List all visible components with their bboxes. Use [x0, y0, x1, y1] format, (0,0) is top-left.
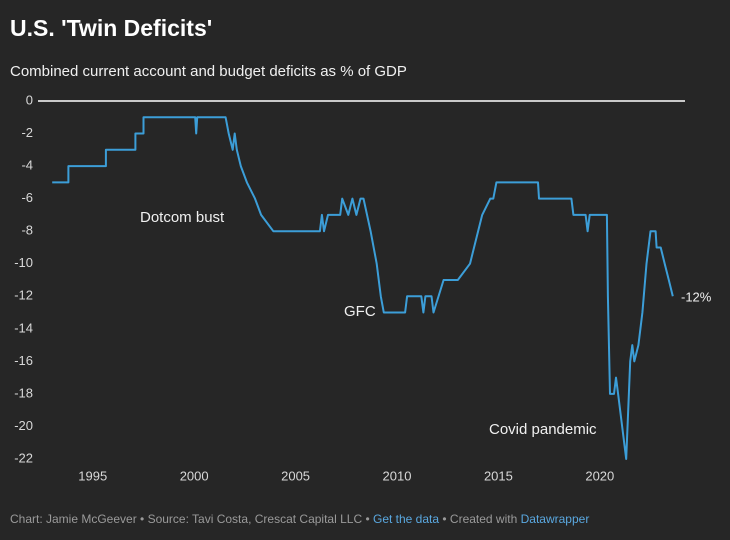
x-tick-label: 2000: [180, 468, 209, 483]
annotation: GFC: [344, 303, 376, 320]
end-label: -12%: [681, 289, 712, 304]
y-tick-label: -16: [14, 353, 33, 368]
x-tick-label: 2020: [585, 468, 614, 483]
chart-title: U.S. 'Twin Deficits': [10, 15, 212, 41]
y-tick-label: -6: [21, 190, 33, 205]
annotation: Dotcom bust: [140, 209, 225, 226]
y-tick-label: 0: [26, 92, 33, 107]
y-tick-label: -22: [14, 450, 33, 465]
y-tick-label: -12: [14, 288, 33, 303]
y-tick-label: -20: [14, 418, 33, 433]
y-tick-label: -8: [21, 223, 33, 238]
y-tick-label: -18: [14, 385, 33, 400]
x-tick-label: 2010: [383, 468, 412, 483]
data-line: [52, 116, 674, 460]
footer-link[interactable]: Datawrapper: [521, 512, 590, 526]
footer: Chart: Jamie McGeever • Source: Tavi Cos…: [10, 512, 589, 526]
y-tick-label: -2: [21, 125, 33, 140]
y-tick-label: -4: [21, 158, 33, 173]
x-tick-label: 2015: [484, 468, 513, 483]
footer-text: Chart: Jamie McGeever • Source: Tavi Cos…: [10, 512, 373, 526]
chart-subtitle: Combined current account and budget defi…: [10, 63, 407, 80]
x-tick-label: 1995: [78, 468, 107, 483]
x-tick-label: 2005: [281, 468, 310, 483]
annotation: Covid pandemic: [489, 421, 597, 438]
y-tick-label: -10: [14, 255, 33, 270]
y-tick-label: -14: [14, 320, 33, 335]
footer-text: • Created with: [439, 512, 521, 526]
footer-link[interactable]: Get the data: [373, 512, 439, 526]
